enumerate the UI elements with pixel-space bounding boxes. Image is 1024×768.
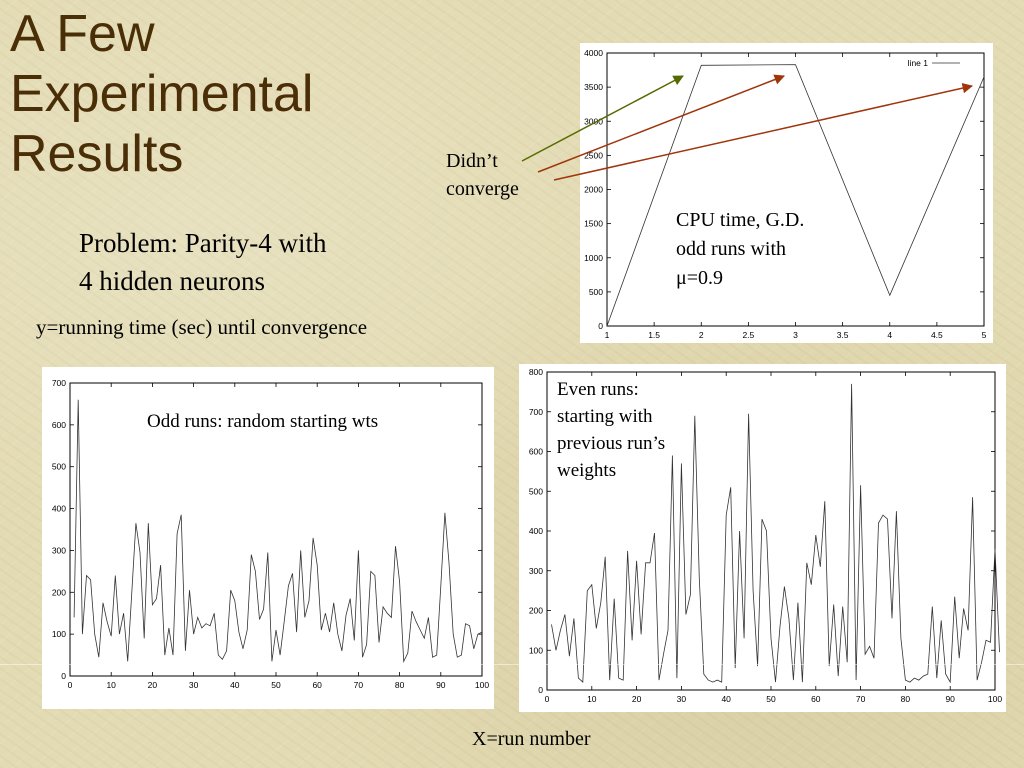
problem-subtitle: Problem: Parity-4 with 4 hidden neurons (79, 224, 439, 300)
slide-rule-line (0, 664, 1024, 665)
y-tick-label: 0 (538, 685, 543, 695)
cpu-time-chart-svg: 0 500 1000 1500 2000 2500 3000 3500 4000 1 1.5 2 2.5… (584, 48, 987, 340)
x-tick-label: 5 (982, 330, 987, 340)
title-line-3: Results (10, 125, 184, 183)
x-tick-label: 2 (699, 330, 704, 340)
x-tick-label: 60 (811, 694, 821, 704)
cpu-note-line-2: odd runs with (676, 238, 786, 260)
y-tick-label: 500 (589, 287, 603, 297)
title-line-2: Experimental (10, 65, 314, 123)
y-tick-label: 0 (598, 321, 603, 331)
cpu-time-note: CPU time, G.D. odd runs with μ=0.9 (676, 206, 804, 293)
x-tick-label: 20 (632, 694, 642, 704)
y-tick-label: 300 (52, 545, 66, 555)
x-tick-label: 4 (887, 330, 892, 340)
x-tick-label: 90 (945, 694, 955, 704)
y-tick-label: 400 (529, 526, 543, 536)
y-axis-explanation: y=running time (sec) until convergence (36, 315, 368, 339)
didnt-converge-line-2: converge (446, 178, 519, 200)
x-tick-label: 90 (436, 680, 446, 690)
y-tick-label: 800 (529, 367, 543, 377)
odd-runs-chart: 0 100 200 300 400 500 600 700 0 10 20 30 40 50 60 70 80 9… (42, 367, 494, 709)
x-tick-label: 4.5 (931, 330, 943, 340)
subtitle-line-1: Problem: Parity-4 with (79, 228, 327, 258)
y-tick-label: 300 (529, 566, 543, 576)
y-tick-label: 3000 (584, 116, 603, 126)
x-tick-label: 70 (354, 680, 364, 690)
y-tick-label: 1000 (584, 253, 603, 263)
x-tick-label: 100 (988, 694, 1002, 704)
x-tick-label: 100 (475, 680, 489, 690)
even-runs-chart-svg: 0 100 200 300 400 500 600 700 800 0 10 20 30 40 50 60 70… (529, 367, 1003, 704)
x-tick-label: 10 (106, 680, 116, 690)
even-runs-note: Even runs: starting with previous run’s … (557, 376, 665, 484)
subtitle-line-2: 4 hidden neurons (79, 266, 265, 296)
y-tick-label: 3500 (584, 82, 603, 92)
y-tick-label: 400 (52, 504, 66, 514)
x-tick-label: 80 (901, 694, 911, 704)
arrow-to-peak-2 (537, 74, 785, 173)
x-tick-label: 3.5 (837, 330, 849, 340)
x-tick-label: 1.5 (648, 330, 660, 340)
x-tick-label: 1 (605, 330, 610, 340)
y-tick-label: 100 (52, 629, 66, 639)
x-tick-label: 20 (148, 680, 158, 690)
x-tick-label: 0 (68, 680, 73, 690)
y-tick-label: 200 (529, 606, 543, 616)
even-note-line-3: previous run’s (557, 433, 666, 454)
y-tick-label: 0 (61, 671, 66, 681)
y-tick-label: 600 (529, 447, 543, 457)
y-tick-label: 500 (529, 486, 543, 496)
x-axis-explanation: X=run number (472, 728, 591, 750)
x-tick-label: 10 (587, 694, 597, 704)
y-tick-label: 1500 (584, 219, 603, 229)
series-line (73, 399, 483, 663)
cpu-time-chart: 0 500 1000 1500 2000 2500 3000 3500 4000 1 1.5 2 2.5… (580, 43, 993, 343)
arrow-to-peak-1 (521, 75, 684, 162)
cpu-note-line-3: μ=0.9 (676, 267, 724, 289)
x-tick-label: 50 (271, 680, 281, 690)
arrow-to-peak-3 (553, 82, 974, 181)
x-tick-label: 0 (545, 694, 550, 704)
y-tick-label: 600 (52, 420, 66, 430)
y-tick-label: 700 (52, 378, 66, 388)
x-tick-label: 3 (793, 330, 798, 340)
even-note-line-1: Even runs: (557, 379, 639, 400)
y-tick-label: 500 (52, 462, 66, 472)
didnt-converge-note: Didn’t converge (446, 147, 519, 203)
y-tick-label: 2500 (584, 150, 603, 160)
x-tick-label: 30 (189, 680, 199, 690)
even-runs-chart: 0 100 200 300 400 500 600 700 800 0 10 20 30 40 50 60 70… (519, 364, 1006, 712)
y-tick-label: 100 (529, 645, 543, 655)
odd-runs-chart-svg: 0 100 200 300 400 500 600 700 0 10 20 30 40 50 60 70 80 9… (52, 378, 490, 690)
x-tick-label: 60 (312, 680, 322, 690)
x-tick-label: 40 (230, 680, 240, 690)
y-tick-label: 700 (529, 407, 543, 417)
x-tick-label: 2.5 (742, 330, 754, 340)
y-tick-label: 2000 (584, 185, 603, 195)
cpu-note-line-1: CPU time, G.D. (676, 209, 805, 231)
y-tick-label: 200 (52, 587, 66, 597)
even-note-line-4: weights (557, 460, 617, 481)
even-note-line-2: starting with (557, 406, 653, 427)
x-tick-label: 30 (677, 694, 687, 704)
legend-label: line 1 (908, 58, 929, 68)
odd-runs-note: Odd runs: random starting wts (147, 411, 379, 432)
x-tick-label: 40 (721, 694, 731, 704)
didnt-converge-line-1: Didn’t (446, 150, 498, 172)
title-line-1: A Few (10, 5, 155, 63)
x-tick-label: 50 (766, 694, 776, 704)
series-line (551, 383, 1000, 684)
slide-title: A Few Experimental Results (10, 4, 450, 184)
y-tick-label: 4000 (584, 48, 603, 58)
x-tick-label: 80 (395, 680, 405, 690)
x-tick-label: 70 (856, 694, 866, 704)
series-line (606, 64, 985, 327)
